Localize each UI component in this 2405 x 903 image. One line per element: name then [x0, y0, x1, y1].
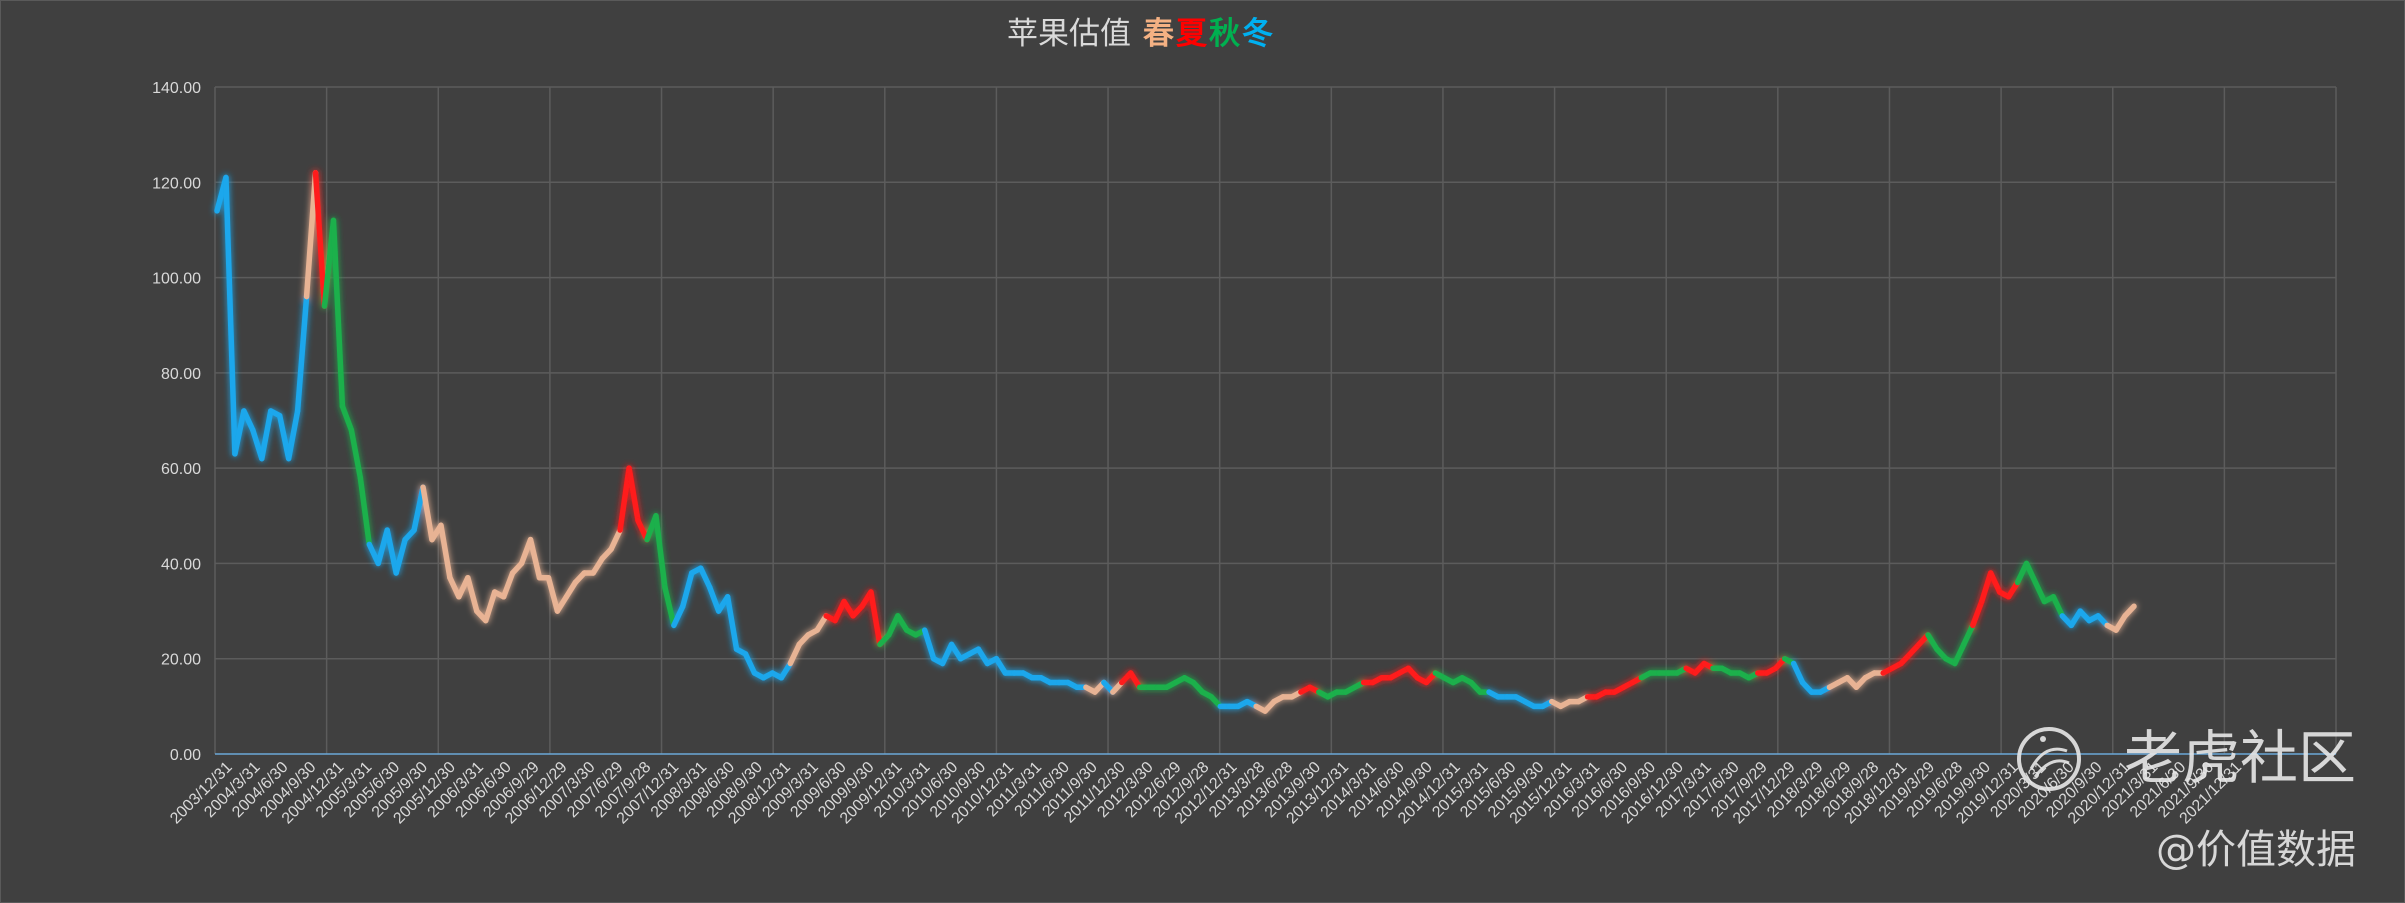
series-segment — [259, 408, 274, 462]
watermark: 老虎社区 @价值数据 — [2017, 724, 2356, 873]
season-label: 冬 — [1242, 16, 1273, 52]
series-segment — [1790, 660, 1806, 686]
series-segment — [1961, 622, 1976, 648]
series-segment — [357, 474, 373, 548]
y-tick-label: 0.00 — [170, 747, 201, 764]
series-segment — [2050, 594, 2066, 619]
series-segment — [339, 403, 355, 433]
watermark-handle: @价值数据 — [2156, 827, 2356, 873]
series-segment — [482, 589, 498, 624]
series-segment — [420, 484, 435, 543]
series-segment — [1952, 641, 1967, 667]
series-segment — [330, 217, 346, 409]
y-tick-label: 40.00 — [161, 556, 201, 573]
series-segment — [527, 536, 543, 581]
watermark-brand: 老虎社区 — [2124, 724, 2356, 792]
series-segment — [500, 570, 516, 600]
series-segment — [724, 594, 740, 652]
series-segment — [312, 170, 328, 309]
series-segment — [276, 412, 292, 462]
series-segment — [2005, 579, 2021, 600]
series-segment — [742, 651, 758, 676]
y-axis-ticks: 0.00 20.00 40.00 60.00 80.00 100.00 120.00 140.… — [152, 80, 201, 764]
series-segment — [1127, 670, 1143, 691]
series-segment — [241, 408, 256, 433]
series-segment — [921, 627, 937, 662]
series-segment — [662, 584, 677, 629]
series-segment — [545, 574, 561, 614]
series-segment — [653, 513, 668, 590]
season-label: 夏 — [1176, 16, 1208, 52]
series-segment — [895, 613, 910, 633]
tiger-logo-icon — [2017, 727, 2081, 791]
series-segment — [563, 579, 579, 600]
valuation-series — [214, 170, 2137, 714]
series-segment — [2113, 613, 2128, 633]
series-segment — [2122, 603, 2137, 619]
series-segment — [868, 589, 883, 648]
x-axis-ticks: 2003/12/312004/3/312004/6/302004/9/30200… — [167, 759, 2245, 828]
season-label: 秋 — [1209, 16, 1240, 52]
series-segment — [2032, 579, 2048, 605]
series-segment — [1970, 598, 1985, 629]
series-segment — [832, 598, 847, 624]
y-tick-label: 60.00 — [161, 461, 201, 478]
y-tick-label: 140.00 — [152, 80, 201, 97]
y-tick-label: 20.00 — [161, 652, 201, 669]
series-segment — [1925, 632, 1940, 652]
season-legend: 春夏秋冬 — [1143, 16, 1273, 52]
series-segment — [948, 641, 964, 662]
series-segment — [886, 613, 901, 638]
series-segment — [697, 565, 713, 590]
series-segment — [608, 527, 623, 552]
y-tick-label: 120.00 — [152, 175, 201, 192]
series-segment — [706, 584, 722, 614]
series-segment — [617, 465, 632, 533]
series-segment — [671, 603, 686, 629]
series-segment — [814, 613, 829, 633]
series-segment — [294, 293, 310, 414]
series-segment — [554, 594, 570, 614]
y-tick-label: 100.00 — [152, 271, 201, 288]
series-segment — [590, 555, 605, 576]
y-tick-label: 80.00 — [161, 366, 201, 383]
series-segment — [975, 646, 991, 667]
chart-title: 苹果估值 春夏秋冬 — [1007, 16, 1273, 52]
series-segment — [232, 408, 247, 457]
series-segment — [465, 574, 480, 614]
chart-title-text: 苹果估值 — [1007, 16, 1131, 52]
series-segment — [778, 660, 794, 681]
series-segment — [393, 536, 408, 576]
series-segment — [787, 641, 803, 667]
series-segment — [348, 427, 364, 481]
grid-lines — [214, 86, 2337, 754]
series-segment — [680, 570, 695, 610]
series-segment — [939, 641, 955, 667]
series-segment — [438, 522, 453, 581]
series-segment — [285, 408, 301, 462]
series-segment — [2023, 560, 2039, 586]
series-segment — [626, 465, 641, 524]
series-segment — [303, 170, 319, 300]
series-segment — [1978, 570, 1994, 605]
series-segment — [384, 527, 399, 576]
series-segment — [1987, 570, 2003, 595]
season-label: 春 — [1143, 16, 1174, 52]
series-segment — [223, 174, 238, 457]
series-segment — [993, 655, 1009, 676]
